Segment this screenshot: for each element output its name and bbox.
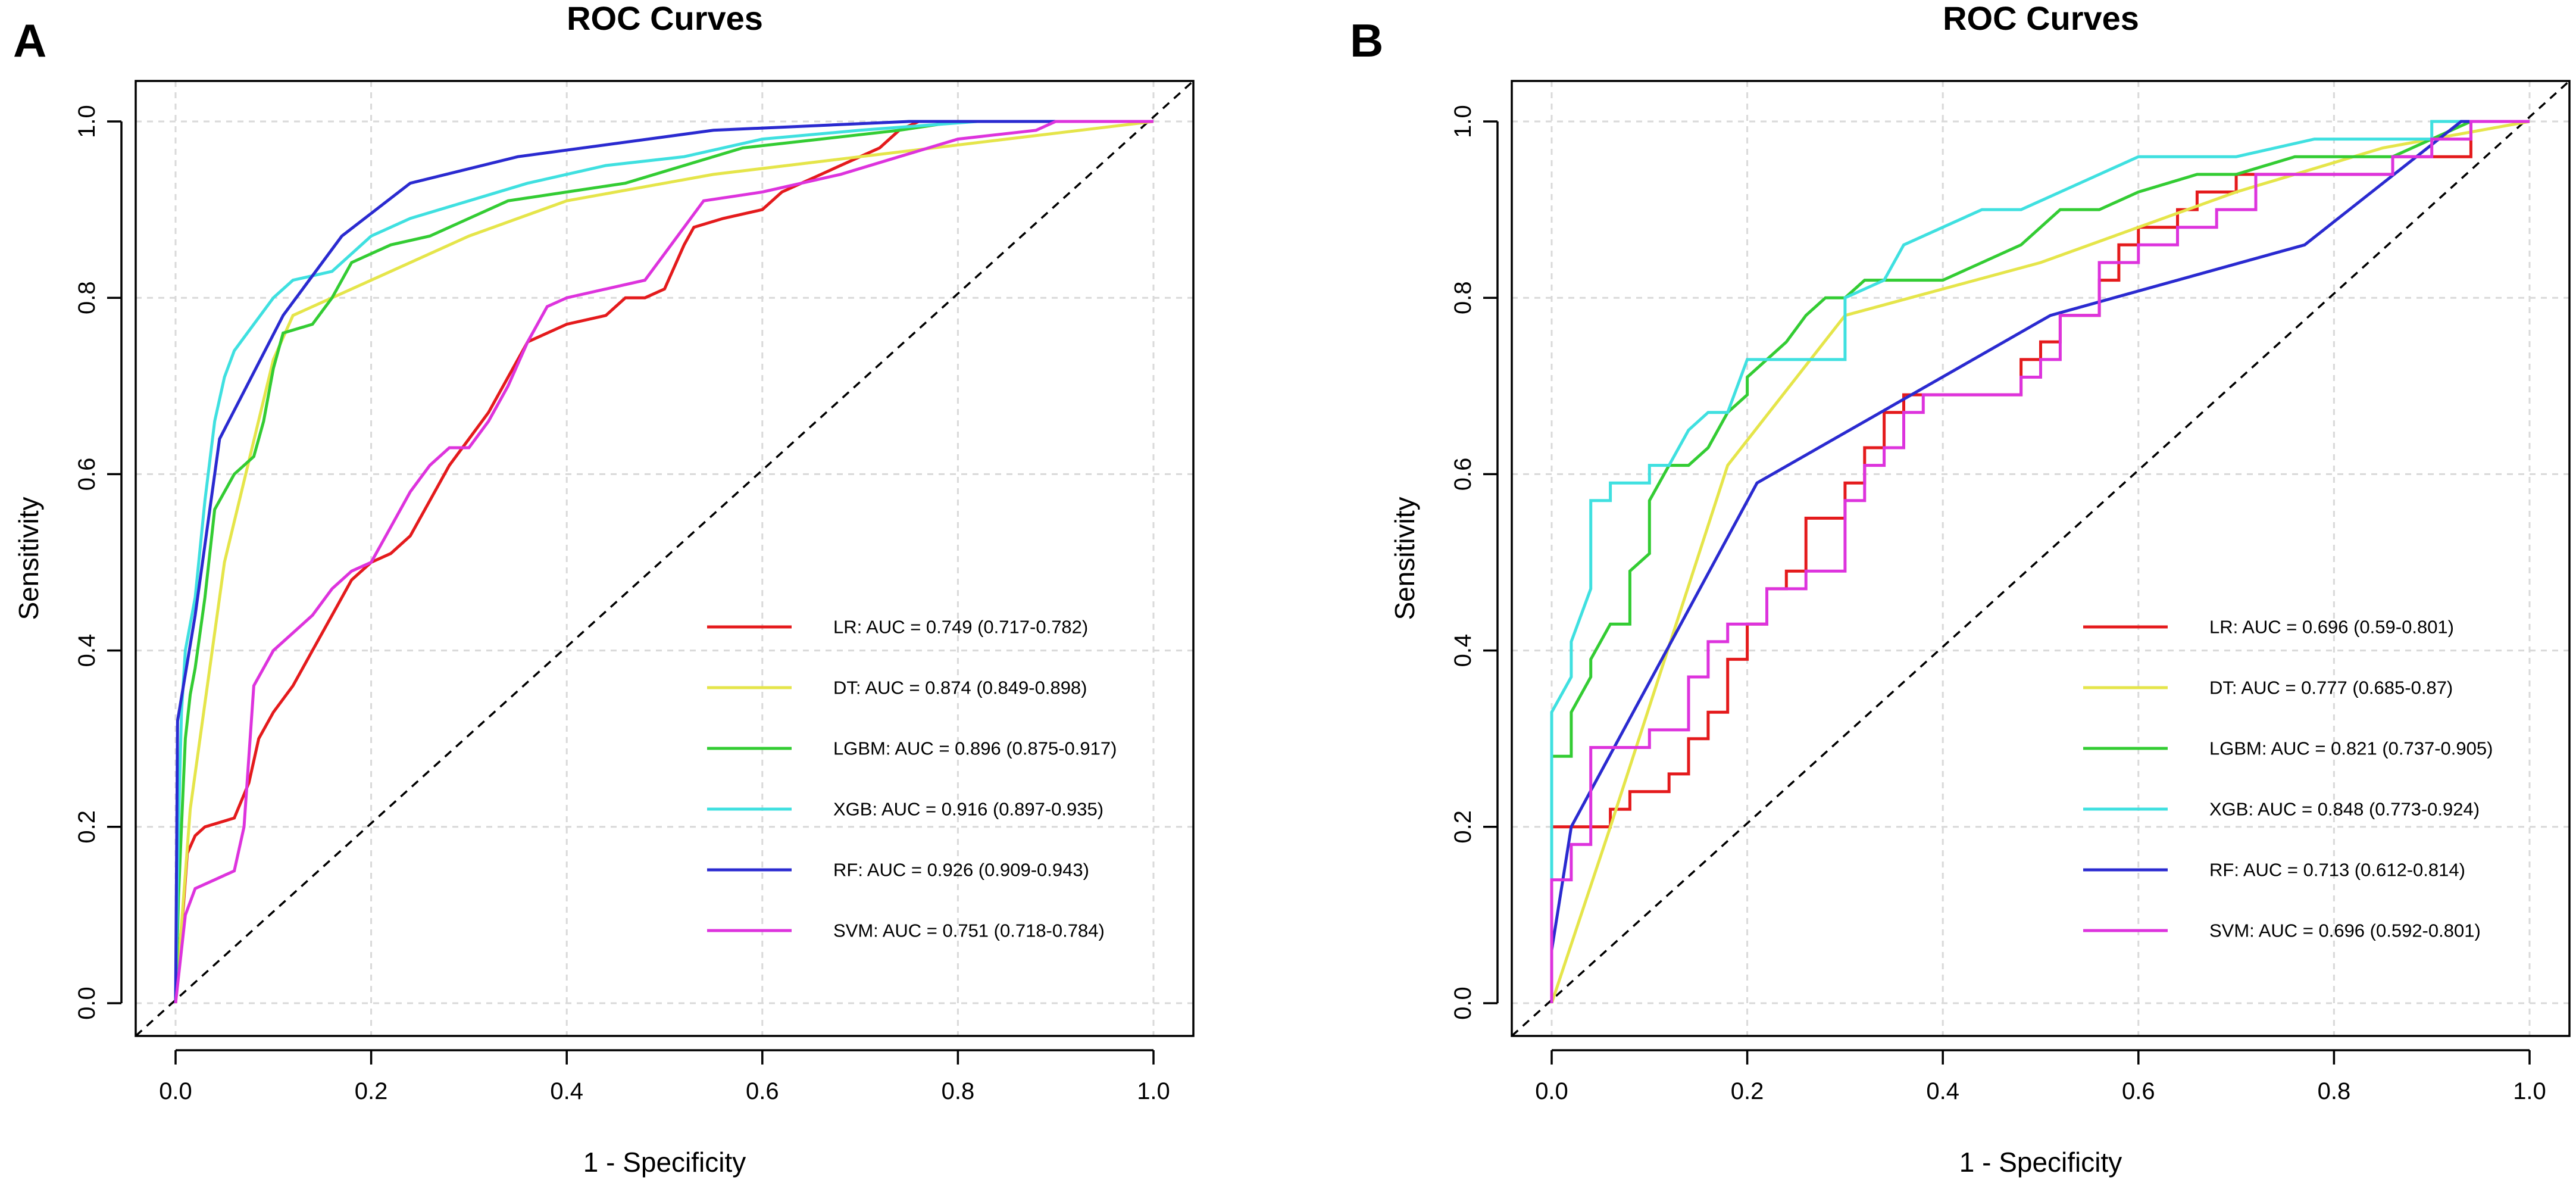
panel-b-reference-diagonal — [1511, 80, 2571, 1037]
panel-b-y-tick-label: 0.8 — [1450, 281, 1476, 314]
panel-b-legend-label-lgbm: LGBM: AUC = 0.821 (0.737-0.905) — [2209, 738, 2493, 759]
panel-a-x-tick-label: 0.0 — [159, 1078, 192, 1104]
panel-b-y-tick-label: 0.2 — [1450, 810, 1476, 844]
panel-b-x-tick-label: 0.0 — [1535, 1078, 1568, 1104]
panel-a-y-axis: 0.0 0.2 0.4 0.6 0.8 1.0 Sensitivity — [13, 105, 123, 1020]
panel-a-title: ROC Curves — [567, 0, 763, 37]
panel-a-legend: LR: AUC = 0.749 (0.717-0.782) DT: AUC = 0… — [707, 617, 1117, 941]
panel-a-y-tick-label: 1.0 — [74, 105, 100, 138]
panel-a-x-tick-label: 0.4 — [550, 1078, 583, 1104]
panel-a-y-tick-label: 0.8 — [74, 281, 100, 314]
panel-b-plot-frame — [1511, 80, 2571, 1037]
panel-a-reference-diagonal — [135, 80, 1195, 1037]
panel-a-y-tick-label: 0.4 — [74, 634, 100, 667]
panel-b-legend-label-lr: LR: AUC = 0.696 (0.59-0.801) — [2209, 617, 2454, 638]
panel-a-legend-item-dt: DT: AUC = 0.874 (0.849-0.898) — [707, 678, 1087, 698]
panel-b-roc-curve-lgbm — [1550, 120, 2530, 1003]
panel-b-legend-item-xgb: XGB: AUC = 0.848 (0.773-0.924) — [2083, 799, 2480, 820]
panel-b-x-tick-label: 0.2 — [1731, 1078, 1764, 1104]
panel-a-roc-curve-rf — [174, 120, 1153, 1004]
panel-a-legend-label-xgb: XGB: AUC = 0.916 (0.897-0.935) — [833, 799, 1103, 820]
panel-b-x-tick-label: 0.8 — [2318, 1078, 2351, 1104]
panel-a-legend-item-lgbm: LGBM: AUC = 0.896 (0.875-0.917) — [707, 738, 1117, 759]
panel-a-letter: A — [13, 14, 46, 67]
panel-a-plot-frame — [135, 80, 1195, 1037]
panel-b-x-tick-label: 0.6 — [2122, 1078, 2155, 1104]
panel-b-legend-item-rf: RF: AUC = 0.713 (0.612-0.814) — [2083, 860, 2465, 881]
panel-b-y-axis: 0.0 0.2 0.4 0.6 0.8 1.0 Sensitivity — [1389, 105, 1499, 1020]
panel-a-roc-curve-lgbm — [174, 120, 1153, 1004]
panel-a-y-tick-label: 0.0 — [74, 987, 100, 1020]
panel-b: B ROC Curves 0.0 0.2 0.4 0.6 0.8 1.0 1 - Specifi… — [1350, 0, 2571, 1178]
panel-b-legend-item-lr: LR: AUC = 0.696 (0.59-0.801) — [2083, 617, 2454, 638]
panel-a-legend-label-lgbm: LGBM: AUC = 0.896 (0.875-0.917) — [833, 738, 1117, 759]
panel-a-legend-label-rf: RF: AUC = 0.926 (0.909-0.943) — [833, 860, 1089, 881]
panel-b-x-tick-label: 1.0 — [2513, 1078, 2546, 1104]
panel-b-y-tick-label: 1.0 — [1450, 105, 1476, 138]
panel-a-y-tick-label: 0.2 — [74, 810, 100, 844]
panel-b-legend-label-svm: SVM: AUC = 0.696 (0.592-0.801) — [2209, 920, 2481, 941]
panel-b-legend-label-dt: DT: AUC = 0.777 (0.685-0.87) — [2209, 678, 2453, 698]
panel-b-legend-label-xgb: XGB: AUC = 0.848 (0.773-0.924) — [2209, 799, 2480, 820]
panel-b-letter: B — [1350, 14, 1383, 67]
panel-a-legend-label-dt: DT: AUC = 0.874 (0.849-0.898) — [833, 678, 1087, 698]
panel-b-legend-label-rf: RF: AUC = 0.713 (0.612-0.814) — [2209, 860, 2465, 881]
panel-b-y-axis-title: Sensitivity — [1389, 497, 1420, 620]
panel-b-x-axis: 0.0 0.2 0.4 0.6 0.8 1.0 1 - Specificity — [1535, 1049, 2546, 1178]
panel-a-x-axis-title: 1 - Specificity — [583, 1147, 746, 1178]
panel-a-x-tick-label: 1.0 — [1137, 1078, 1170, 1104]
panel-b-x-axis-title: 1 - Specificity — [1959, 1147, 2122, 1178]
panel-b-legend-item-lgbm: LGBM: AUC = 0.821 (0.737-0.905) — [2083, 738, 2493, 759]
panel-a-x-axis: 0.0 0.2 0.4 0.6 0.8 1.0 1 - Specificity — [159, 1049, 1170, 1178]
panel-a-roc-curve-dt — [174, 120, 1154, 1004]
panel-b-roc-curve-svm — [1550, 120, 2530, 1003]
panel-a-legend-label-svm: SVM: AUC = 0.751 (0.718-0.784) — [833, 920, 1105, 941]
panel-b-y-tick-label: 0.0 — [1450, 987, 1476, 1020]
panel-a-x-tick-label: 0.2 — [355, 1078, 388, 1104]
panel-b-legend-item-dt: DT: AUC = 0.777 (0.685-0.87) — [2083, 678, 2453, 698]
panel-a: A ROC Curves 0.0 0.2 0.4 0.6 0.8 1.0 1 - Specifi… — [13, 0, 1195, 1178]
panel-a-y-axis-title: Sensitivity — [13, 497, 44, 620]
panel-b-x-tick-label: 0.4 — [1926, 1078, 1959, 1104]
panel-b-roc-curve-xgb — [1550, 120, 2530, 1003]
panel-a-legend-item-svm: SVM: AUC = 0.751 (0.718-0.784) — [707, 920, 1105, 941]
panel-b-roc-curve-rf — [1550, 120, 2530, 1003]
panel-a-y-tick-label: 0.6 — [74, 458, 100, 491]
panel-a-legend-item-lr: LR: AUC = 0.749 (0.717-0.782) — [707, 617, 1088, 638]
panel-a-legend-label-lr: LR: AUC = 0.749 (0.717-0.782) — [833, 617, 1088, 638]
panel-b-y-tick-label: 0.6 — [1450, 458, 1476, 491]
panel-b-legend-item-svm: SVM: AUC = 0.696 (0.592-0.801) — [2083, 920, 2481, 941]
panel-a-legend-item-rf: RF: AUC = 0.926 (0.909-0.943) — [707, 860, 1089, 881]
panel-a-x-tick-label: 0.8 — [942, 1078, 975, 1104]
panel-b-title: ROC Curves — [1943, 0, 2139, 37]
panel-a-x-tick-label: 0.6 — [746, 1078, 779, 1104]
panel-b-legend: LR: AUC = 0.696 (0.59-0.801) DT: AUC = 0.… — [2083, 617, 2493, 941]
panel-a-legend-item-xgb: XGB: AUC = 0.916 (0.897-0.935) — [707, 799, 1103, 820]
panel-b-y-tick-label: 0.4 — [1450, 634, 1476, 667]
panel-a-roc-curve-svm — [174, 120, 1153, 1004]
panel-a-roc-curve-xgb — [174, 120, 1153, 1004]
